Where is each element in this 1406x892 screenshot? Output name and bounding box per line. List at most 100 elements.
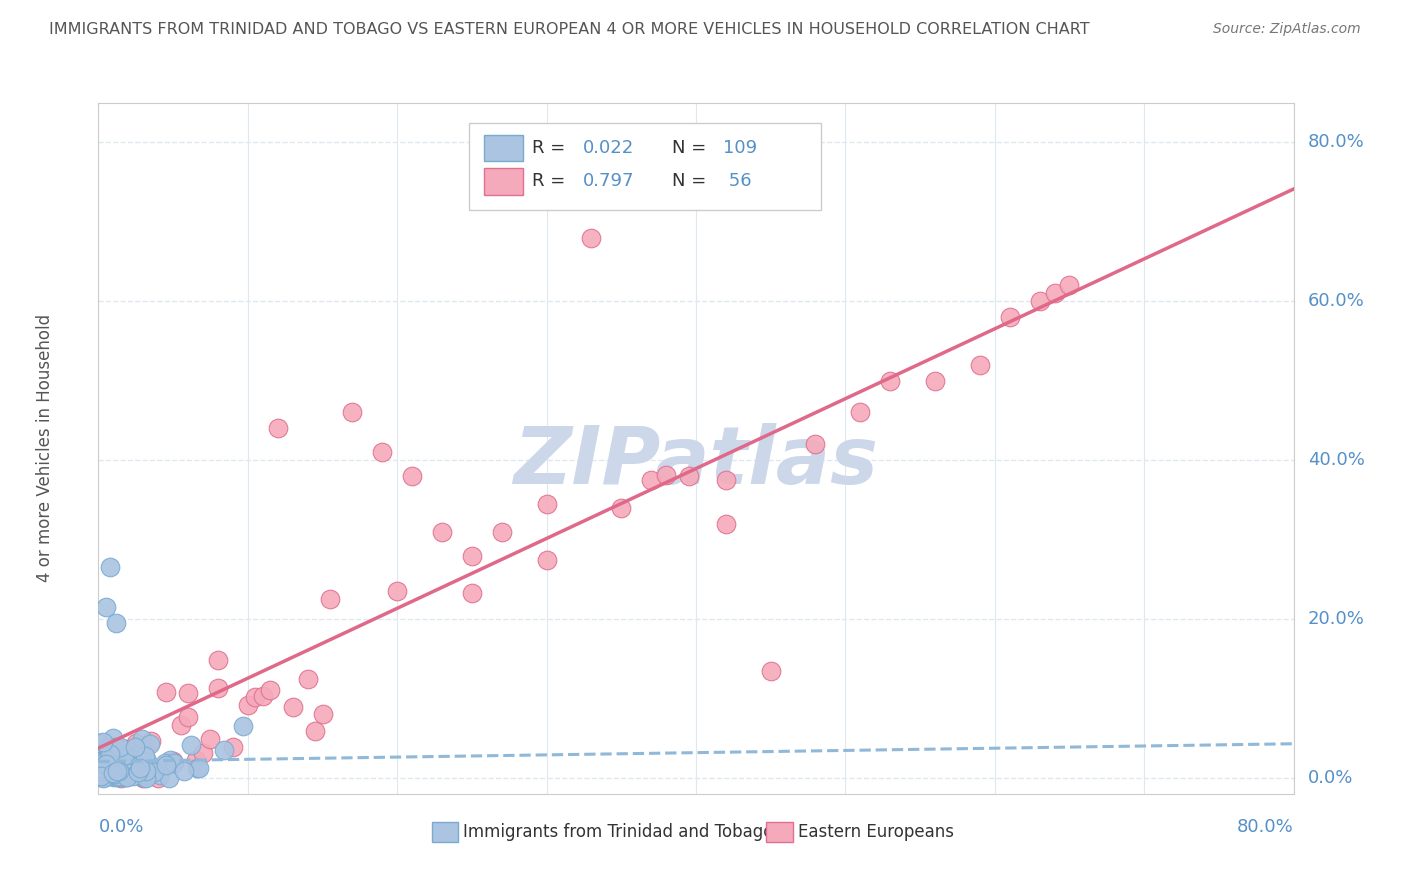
- Point: [108, 739, 131, 754]
- Point: [97, 769, 120, 783]
- Point: [90, 755, 112, 769]
- Text: 0.0%: 0.0%: [98, 818, 143, 836]
- Point: [135, 756, 157, 771]
- Point: [245, 690, 267, 704]
- Point: [132, 771, 155, 785]
- Point: [115, 768, 138, 782]
- Point: [96, 750, 118, 764]
- Point: [108, 752, 131, 766]
- Text: Immigrants from Trinidad and Tobago: Immigrants from Trinidad and Tobago: [463, 823, 773, 841]
- Point: [212, 743, 235, 757]
- Point: [371, 445, 394, 459]
- Point: [207, 681, 229, 695]
- Point: [100, 759, 122, 773]
- Point: [90, 758, 112, 772]
- Point: [104, 739, 127, 754]
- Point: [98, 747, 121, 761]
- Point: [90, 764, 112, 778]
- Point: [461, 549, 484, 563]
- Point: [110, 771, 132, 785]
- Point: [184, 753, 207, 767]
- Point: [101, 766, 124, 780]
- Point: [155, 757, 177, 772]
- Point: [104, 764, 127, 779]
- Point: [163, 756, 186, 770]
- Point: [129, 760, 152, 774]
- Point: [655, 468, 678, 483]
- Point: [107, 757, 129, 772]
- Point: [281, 699, 304, 714]
- Point: [969, 358, 991, 372]
- Point: [96, 766, 118, 780]
- Point: [91, 771, 114, 785]
- Point: [491, 524, 513, 539]
- Point: [105, 762, 128, 776]
- Point: [1059, 278, 1081, 293]
- Point: [169, 717, 191, 731]
- Point: [91, 769, 114, 783]
- Point: [103, 742, 125, 756]
- Point: [759, 664, 782, 678]
- Point: [139, 734, 162, 748]
- Point: [112, 749, 135, 764]
- Text: R =: R =: [533, 171, 571, 190]
- Point: [536, 497, 558, 511]
- Point: [94, 600, 117, 615]
- FancyBboxPatch shape: [485, 169, 523, 194]
- Text: Eastern Europeans: Eastern Europeans: [797, 823, 953, 841]
- Point: [173, 764, 195, 778]
- Point: [136, 768, 159, 782]
- Point: [159, 753, 181, 767]
- Point: [108, 769, 131, 783]
- Point: [93, 759, 115, 773]
- Point: [191, 747, 214, 761]
- Point: [153, 756, 176, 770]
- Point: [319, 591, 342, 606]
- Point: [401, 469, 423, 483]
- Text: R =: R =: [533, 138, 571, 156]
- Point: [87, 736, 110, 750]
- Point: [107, 764, 129, 779]
- Point: [132, 760, 155, 774]
- Point: [461, 586, 484, 600]
- Point: [89, 766, 111, 780]
- Point: [94, 757, 117, 772]
- Point: [162, 754, 184, 768]
- Point: [849, 405, 872, 419]
- FancyBboxPatch shape: [432, 822, 458, 841]
- Point: [107, 770, 129, 784]
- Point: [94, 764, 117, 779]
- Point: [120, 760, 142, 774]
- Point: [177, 710, 200, 724]
- Point: [97, 741, 120, 756]
- Point: [89, 768, 111, 782]
- Point: [188, 760, 211, 774]
- Point: [97, 755, 120, 769]
- Point: [93, 757, 115, 772]
- Point: [149, 768, 172, 782]
- Text: 80.0%: 80.0%: [1237, 818, 1294, 836]
- Point: [236, 698, 259, 712]
- Point: [222, 740, 245, 755]
- Text: 0.0%: 0.0%: [1308, 769, 1353, 787]
- Text: ZIPatlas: ZIPatlas: [513, 423, 879, 501]
- Point: [304, 723, 326, 738]
- Text: 0.797: 0.797: [582, 171, 634, 190]
- Point: [267, 421, 290, 435]
- Point: [90, 761, 112, 775]
- Text: 56: 56: [724, 171, 752, 190]
- Point: [342, 405, 364, 419]
- Point: [89, 769, 111, 783]
- Point: [143, 764, 166, 779]
- Point: [714, 516, 737, 531]
- Point: [297, 672, 319, 686]
- Point: [108, 759, 131, 773]
- Point: [103, 770, 125, 784]
- Point: [91, 734, 114, 748]
- Point: [108, 770, 131, 784]
- Point: [177, 686, 200, 700]
- Point: [101, 731, 124, 745]
- Text: N =: N =: [672, 138, 711, 156]
- Point: [135, 754, 157, 768]
- Point: [98, 560, 122, 574]
